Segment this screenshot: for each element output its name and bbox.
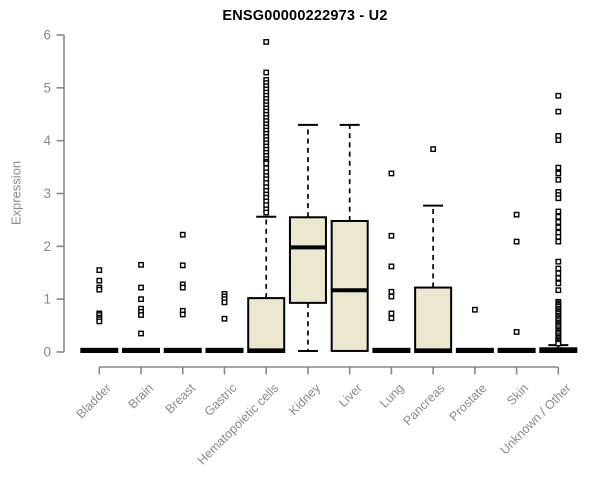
outlier-point	[388, 263, 395, 270]
y-tick-label: 5	[43, 80, 51, 95]
outlier-point	[388, 293, 395, 300]
y-tick-label: 0	[43, 345, 51, 360]
outlier-point	[263, 69, 270, 76]
outlier-point	[555, 176, 562, 183]
box-kidney	[288, 216, 327, 304]
outlier-point	[179, 311, 186, 318]
outlier-point	[138, 296, 144, 303]
outlier-point	[138, 312, 144, 318]
outlier-point	[555, 164, 562, 171]
outlier-point	[555, 287, 562, 294]
outlier-point	[555, 170, 562, 177]
outlier-point	[96, 277, 103, 284]
outlier-point	[555, 233, 562, 240]
outlier-point	[263, 160, 270, 167]
outlier-point	[555, 137, 562, 144]
outlier-point	[555, 340, 562, 347]
outlier-point	[555, 275, 562, 281]
outlier-point	[263, 38, 270, 45]
y-tick-label: 3	[43, 186, 51, 201]
outlier-point	[138, 261, 144, 268]
outlier-point	[179, 262, 186, 269]
outlier-point	[96, 267, 103, 274]
box-pancreas	[414, 286, 453, 353]
y-tick-label: 2	[43, 239, 51, 254]
outlier-point	[555, 219, 562, 225]
outlier-point	[388, 232, 395, 239]
outlier-point	[179, 231, 186, 238]
outlier-point	[555, 238, 562, 245]
outlier-point	[96, 286, 103, 293]
outlier-point	[555, 108, 562, 115]
y-tick-label: 1	[43, 292, 51, 307]
outlier-point	[138, 330, 144, 337]
outlier-point	[221, 299, 228, 306]
outlier-point	[388, 310, 395, 317]
outlier-point	[555, 280, 562, 287]
outlier-point	[555, 224, 562, 231]
outlier-point	[430, 146, 437, 153]
outlier-point	[179, 284, 186, 291]
outlier-point	[96, 318, 103, 325]
outlier-point	[513, 238, 520, 245]
outlier-point	[555, 265, 562, 272]
outlier-point	[138, 284, 144, 291]
outlier-point	[555, 195, 562, 202]
chart-title: ENSG00000222973 - U2	[222, 8, 388, 24]
outlier-point	[555, 213, 562, 220]
outlier-point	[471, 306, 478, 313]
outlier-point	[555, 270, 562, 277]
outlier-point	[513, 329, 520, 335]
outlier-point	[555, 258, 562, 265]
outlier-point	[388, 170, 395, 177]
y-tick-label: 4	[43, 133, 51, 148]
outlier-point	[513, 211, 520, 218]
outlier-point	[388, 315, 395, 322]
y-tick-label: 6	[43, 28, 51, 43]
outlier-point	[555, 208, 562, 215]
outlier-point	[388, 288, 395, 295]
outlier-point	[221, 315, 228, 322]
outlier-point	[555, 92, 562, 99]
outlier-point	[263, 209, 270, 216]
box-hematopoietic-cells	[247, 297, 286, 354]
box-liver	[330, 219, 369, 352]
